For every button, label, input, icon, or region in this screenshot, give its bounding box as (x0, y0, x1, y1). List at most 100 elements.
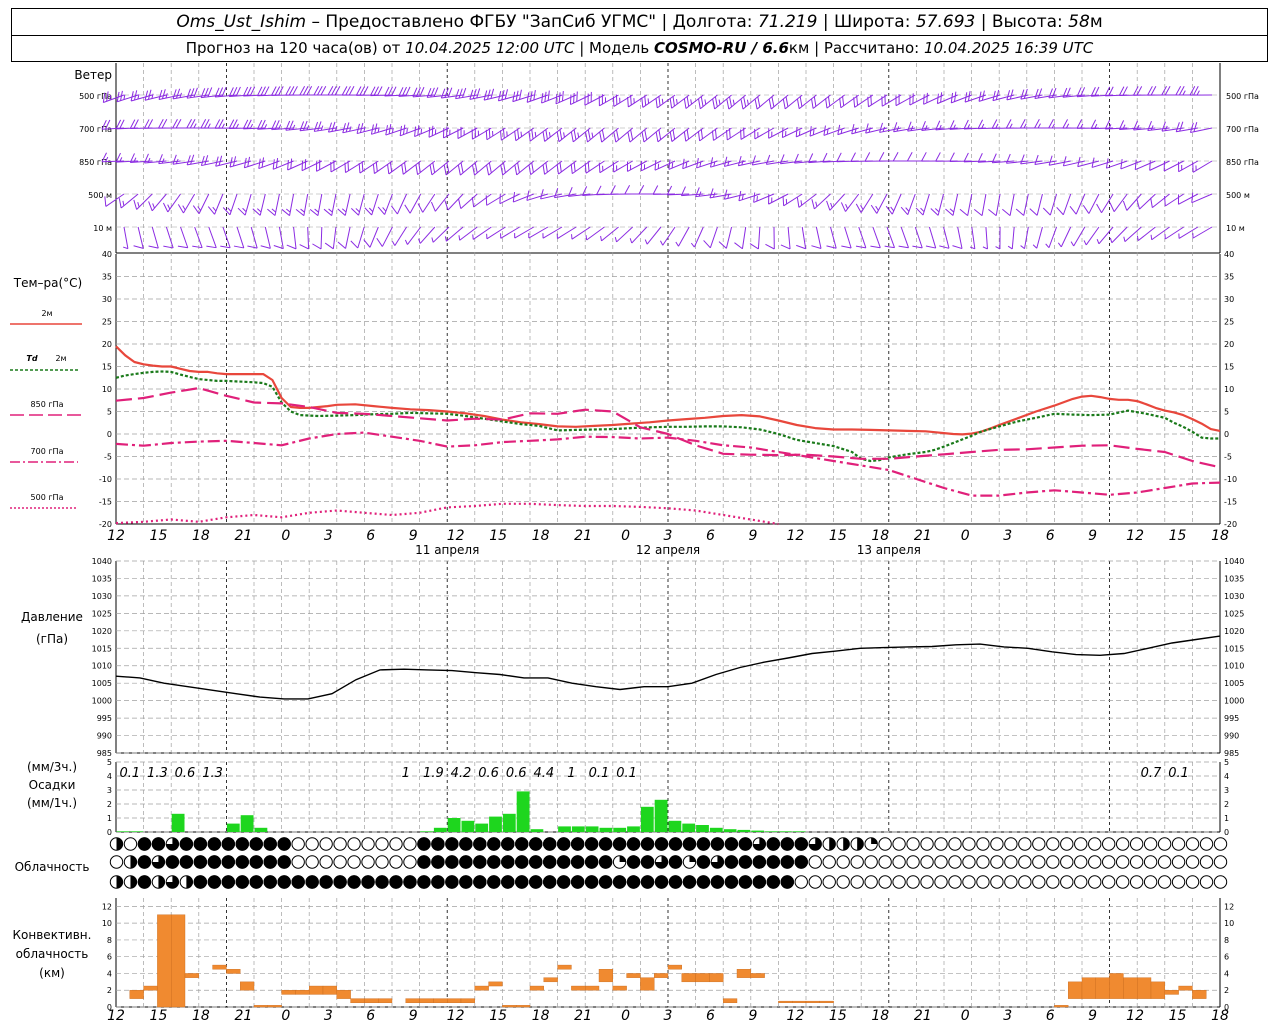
time-label-upper-15: 9 (748, 528, 757, 544)
wind-barb-feather (144, 90, 149, 101)
cloud-fill-three-quarter (753, 837, 766, 851)
wind-barb-feather (147, 157, 151, 163)
wind-barb-feather (485, 129, 488, 140)
cloud-circle (836, 875, 850, 889)
model-name: COSMO-RU / 6.6 (653, 39, 789, 57)
wind-barb-feather (186, 88, 191, 99)
wind-barb-feather (163, 245, 174, 249)
header-sep-4: | (574, 39, 590, 57)
wind-barb-shaft (194, 226, 203, 248)
wind-barb-feather (167, 204, 171, 210)
wind-barb-feather (992, 90, 996, 101)
cloud-fill-full (221, 875, 235, 889)
wind-barb-l0-26 (469, 88, 492, 100)
wind-barb-feather (292, 124, 296, 130)
conv-bar-h31 (543, 977, 558, 983)
wind-barb-feather (840, 202, 846, 212)
wind-barb-feather (1002, 208, 1011, 217)
wind-barb-feather (106, 91, 109, 102)
wind-barb-feather (690, 242, 695, 248)
wind-barb-shaft (1063, 160, 1085, 167)
cloud-cell-r0-18 (361, 837, 375, 851)
wind-barb-shaft (432, 226, 450, 243)
wind-barb-shaft (222, 226, 231, 248)
wind-barb-feather (647, 98, 650, 104)
conv-ytick-right-8: 8 (1224, 936, 1229, 945)
wind-barb-l1-17 (342, 122, 365, 134)
cloud-fill-three-quarter (711, 855, 724, 869)
wind-barb-l4-30 (528, 226, 549, 239)
cloud-cell-r2-17 (347, 875, 361, 889)
temp-series-t2m (115, 345, 1221, 436)
wind-barb-feather (675, 241, 679, 247)
wind-barb-l3-46 (753, 192, 775, 203)
cloud-fill-full (445, 855, 459, 869)
wind-barb-shaft (1011, 226, 1015, 249)
conv-bar-h43 (709, 973, 724, 983)
cloud-cell-r2-34 (584, 875, 599, 889)
wind-barb-l1-32 (556, 127, 577, 143)
wind-barb-shaft (1106, 160, 1128, 169)
wind-barb-feather (878, 152, 885, 162)
wind-barb-l3-51 (826, 193, 845, 211)
cloud-circle (878, 875, 892, 889)
alt-label: Высота: (991, 12, 1069, 32)
cloud-circle (1032, 855, 1046, 869)
precip-bar-h9 (240, 815, 254, 832)
cloud-fill-full (738, 855, 753, 869)
precip-ytick-right-1: 1 (1224, 814, 1229, 823)
precip-bar-h34 (585, 826, 599, 832)
wind-barb-shaft (136, 193, 153, 210)
wind-barb-shaft (631, 226, 648, 244)
wind-barb-feather (685, 162, 688, 168)
wind-barb-feather (714, 96, 718, 107)
wind-barb-feather (1083, 240, 1087, 246)
wind-barb-feather (285, 86, 291, 96)
wind-barb-shaft (274, 193, 280, 216)
cloud-cell-r2-9 (235, 875, 249, 889)
cloud-cell-r0-75 (1157, 837, 1172, 851)
wind-barb-feather (954, 91, 957, 102)
wind-barb-feather (271, 86, 277, 96)
wind-barb-feather (900, 206, 909, 216)
wind-barb-feather (726, 129, 728, 141)
wind-barb-l3-0 (104, 193, 125, 207)
wind-barb-feather (363, 126, 366, 132)
cloud-cell-r2-31 (543, 875, 557, 889)
wind-barb-l1-36 (613, 127, 633, 143)
conv-bar-h77 (1178, 985, 1193, 991)
precip-ytick-left-3: 3 (107, 786, 112, 795)
wind-barb-feather (1077, 156, 1081, 167)
wind-barb-feather (545, 162, 548, 173)
cloud-circle (1088, 855, 1102, 869)
wind-barb-feather (175, 158, 179, 164)
wind-barb-feather (133, 90, 138, 101)
conv-bar-h34 (585, 985, 600, 991)
wind-barb-l1-26 (471, 127, 492, 140)
cloud-circle (850, 875, 864, 889)
cloud-cell-r2-75 (1157, 875, 1172, 889)
precip-bar-h45 (737, 829, 751, 832)
wind-barb-l3-33 (567, 186, 591, 197)
wind-barb-shaft (770, 94, 789, 110)
cloud-cell-r1-61 (962, 855, 976, 869)
precip-bar-h24 (447, 818, 461, 832)
wind-barb-feather (949, 208, 955, 213)
wind-barb-feather (391, 86, 397, 96)
pressure-ytick-left-1015: 1015 (92, 644, 112, 653)
time-label-upper-1: 15 (150, 528, 168, 544)
wind-barb-l3-40 (666, 185, 690, 196)
pressure-ytick-left-1000: 1000 (92, 697, 112, 706)
cloud-cell-r1-31 (543, 855, 557, 869)
wind-barb-feather (361, 161, 364, 172)
cloud-cell-r0-63 (990, 837, 1004, 851)
cloud-circle (1074, 875, 1088, 889)
cloud-fill-full (794, 855, 808, 869)
wind-barb-feather (991, 153, 997, 163)
wind-barb-feather (331, 86, 337, 96)
wind-barb-feather (429, 164, 433, 175)
cloud-fill-full (179, 837, 194, 851)
cloud-cell-r2-5 (179, 875, 194, 889)
cloud-cell-r1-72 (1115, 855, 1130, 869)
wind-barb-feather (683, 98, 687, 109)
